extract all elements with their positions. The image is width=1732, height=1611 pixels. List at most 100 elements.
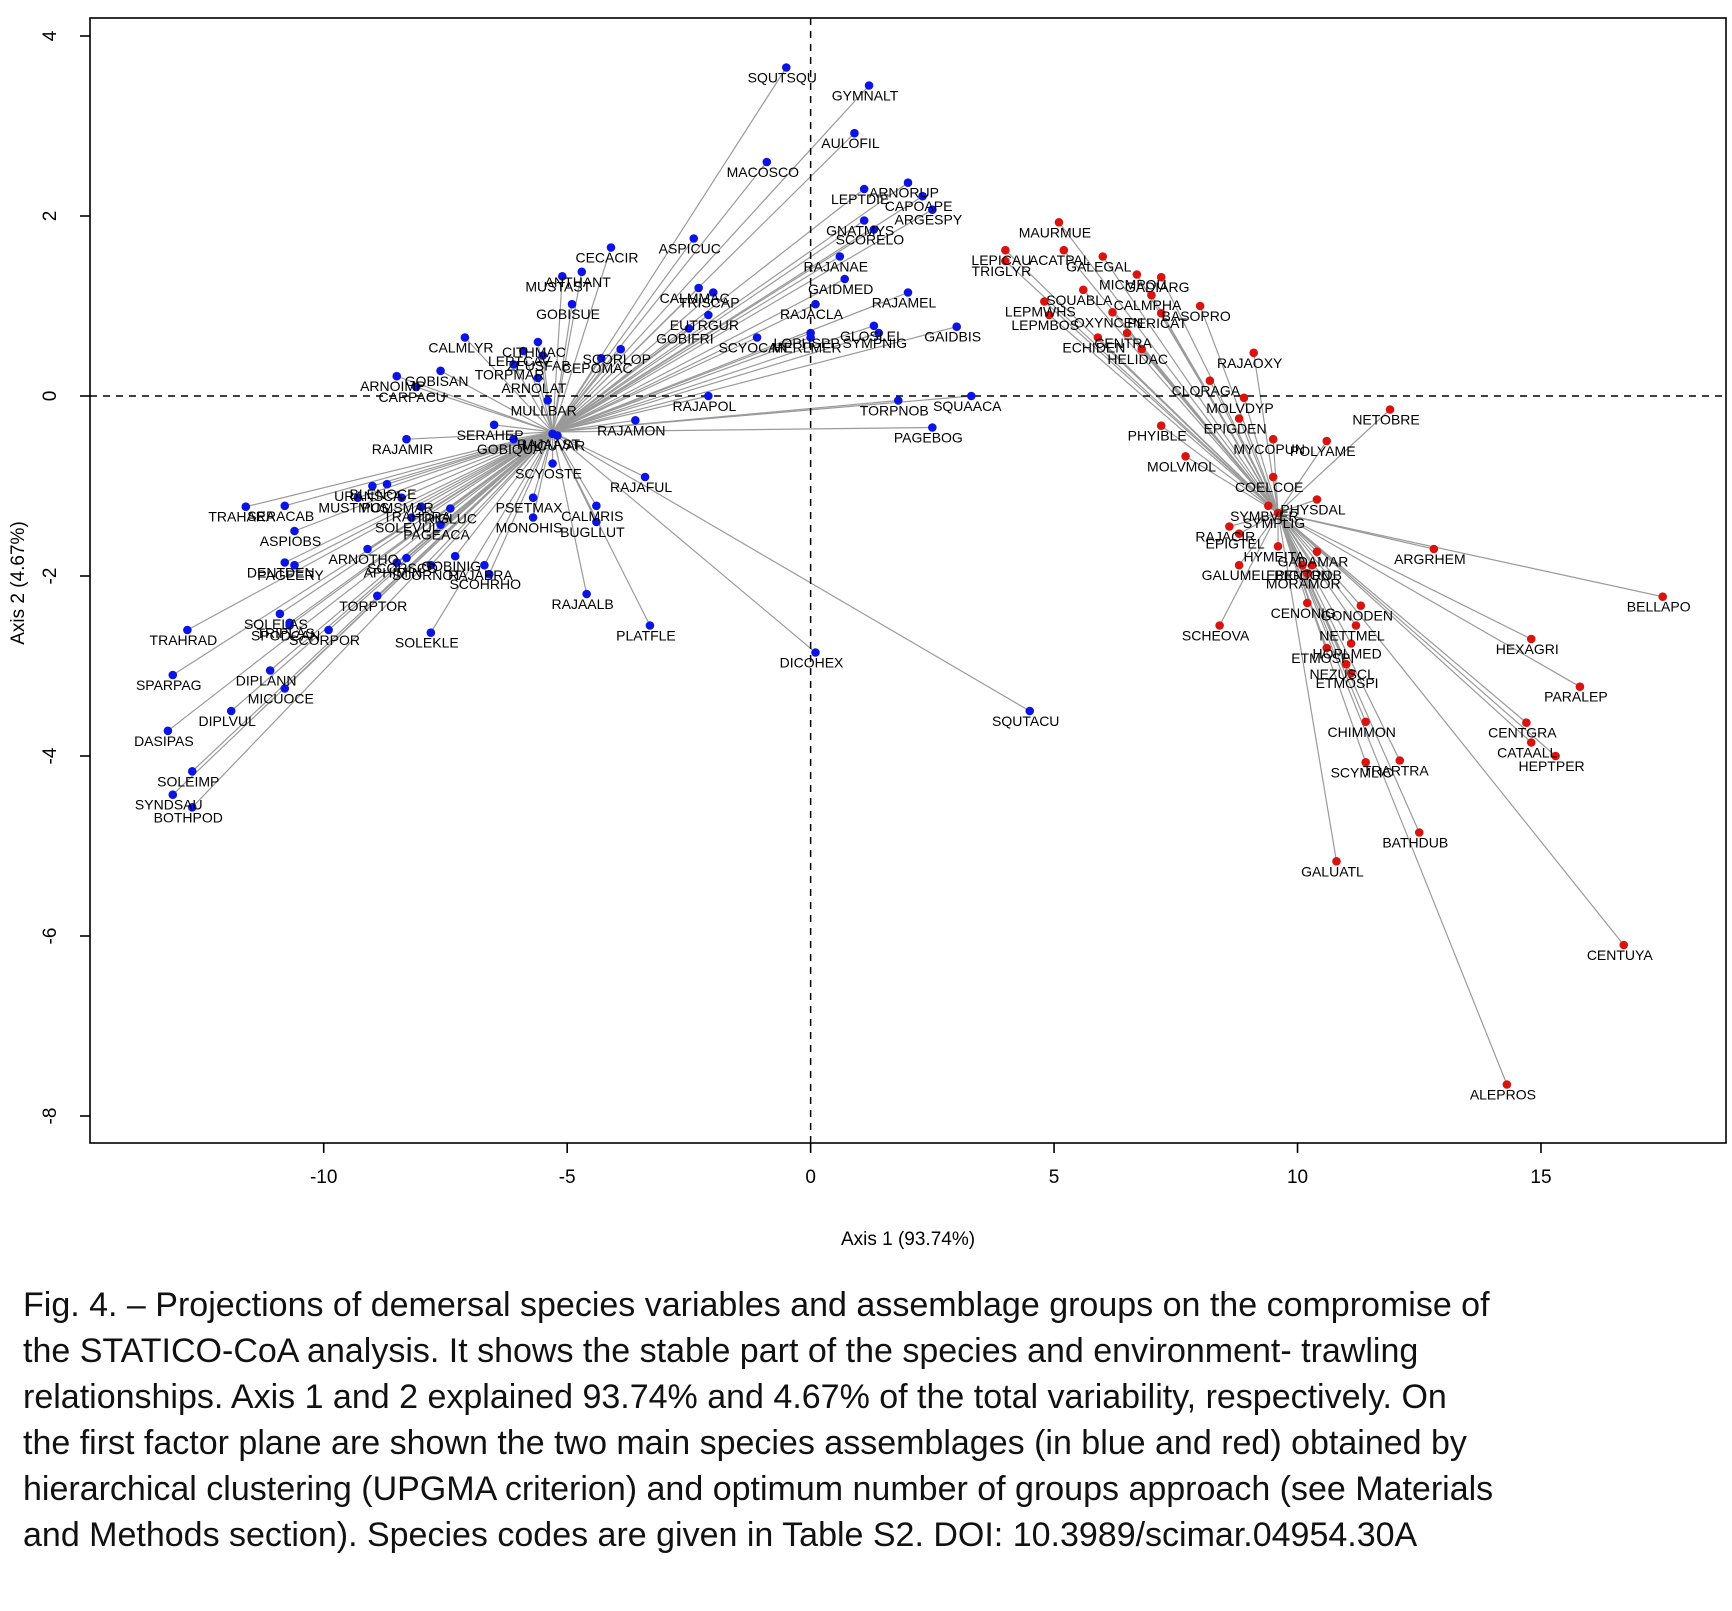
y-axis-title: Axis 2 (4.67%) bbox=[8, 521, 29, 645]
point-label-nettmel: NETTMEL bbox=[1319, 628, 1385, 644]
connector-line-leptcav bbox=[522, 350, 554, 433]
connector-line-argespy bbox=[552, 209, 933, 433]
point-label-cenonig: CENONIG bbox=[1271, 605, 1336, 621]
point-label-hexagri: HEXAGRI bbox=[1496, 641, 1559, 657]
x-tick-label: -5 bbox=[559, 1167, 576, 1188]
point-label-platfle: PLATFLE bbox=[616, 628, 676, 644]
point-diplvul bbox=[226, 706, 236, 716]
point-arnolat bbox=[533, 373, 543, 383]
point-argrhem bbox=[1429, 544, 1439, 554]
connector-line-pagebog bbox=[552, 426, 933, 433]
point-label-solevul: SOLEVUL bbox=[375, 520, 440, 536]
point-macosco bbox=[762, 157, 772, 167]
connector-line-gaidbis bbox=[552, 326, 957, 433]
x-tick-label: 10 bbox=[1287, 1167, 1308, 1188]
point-label-arnorup: ARNORUP bbox=[869, 185, 939, 201]
connector-lines bbox=[167, 67, 1663, 1085]
point-label-sympnig: SYMPNIG bbox=[842, 335, 907, 351]
connector-line-rajamir bbox=[406, 431, 553, 440]
connector-line-galegal bbox=[1102, 256, 1279, 514]
point-centuya bbox=[1619, 940, 1629, 950]
point-galumel bbox=[1234, 560, 1244, 570]
point-gobisan bbox=[436, 366, 445, 376]
point-mustmus bbox=[353, 493, 363, 503]
connector-line-gobinig bbox=[454, 431, 554, 557]
connector-line-trahara bbox=[245, 431, 553, 508]
point-rajacla bbox=[811, 299, 820, 309]
y-tick-label: 4 bbox=[40, 30, 61, 41]
point-rajaoxy bbox=[1249, 348, 1259, 358]
connector-line-rajapol bbox=[552, 395, 709, 433]
point-label-argrhem: ARGRHEM bbox=[1394, 551, 1466, 567]
point-lepmbos bbox=[1044, 310, 1054, 320]
point-squtacu bbox=[1025, 706, 1035, 716]
point-label-gadamar: GADAMAR bbox=[1278, 554, 1349, 570]
point-label-mycopun: MYCOPUN bbox=[1233, 441, 1305, 457]
connector-line-epigtel bbox=[1238, 512, 1279, 535]
point-label-epigtel: EPIGTEL bbox=[1206, 536, 1265, 552]
point-mycopun bbox=[1268, 434, 1278, 444]
y-tick-label: 0 bbox=[40, 391, 61, 402]
y-tick-label: -4 bbox=[40, 747, 61, 764]
connector-line-scyocan bbox=[552, 336, 758, 433]
point-label-dicohex: DICOHEX bbox=[780, 655, 844, 671]
point-label-bathdub: BATHDUB bbox=[1382, 835, 1448, 851]
point-hoplmed bbox=[1346, 639, 1356, 648]
point-label-scohrho: SCOHRHO bbox=[449, 576, 521, 592]
point-coelcoe bbox=[1268, 472, 1278, 482]
connector-line-hoplmed bbox=[1277, 512, 1352, 644]
point-label-echiden: ECHIDEN bbox=[1062, 340, 1125, 356]
point-label-rajaast: RAJAAST bbox=[517, 436, 580, 452]
connector-line-cepomac bbox=[552, 357, 602, 433]
point-squtsqu bbox=[781, 63, 791, 72]
point-label-eutrgur: EUTRGUR bbox=[670, 317, 739, 333]
point-label-scorpor: SCORPOR bbox=[289, 632, 360, 648]
point-pomsmar bbox=[397, 493, 406, 503]
connector-line-galumel bbox=[1238, 512, 1279, 566]
x-axis: -10 -5 0 5 10 15 bbox=[310, 1143, 1552, 1188]
point-label-calmpha: CALMPHA bbox=[1114, 297, 1182, 313]
reference-lines bbox=[90, 18, 1726, 1143]
point-gnatmys bbox=[859, 216, 869, 225]
x-tick-label: -10 bbox=[310, 1167, 337, 1188]
point-label-pericat: PERICAT bbox=[1127, 315, 1187, 331]
connector-line-rajacla bbox=[552, 303, 816, 433]
connector-line-carpacu bbox=[416, 386, 553, 433]
point-label-gobisan: GOBISAN bbox=[405, 373, 469, 389]
point-label-arnotho: ARNOTHO bbox=[329, 551, 399, 567]
point-label-trigluc: TRIGLUC bbox=[416, 511, 477, 527]
point-squabla bbox=[1078, 285, 1088, 295]
point-label-trahara: TRAHARA bbox=[208, 509, 276, 525]
connector-line-gonoden bbox=[1277, 512, 1362, 607]
connector-line-dentden bbox=[284, 431, 553, 564]
point-label-rajanae: RAJANAE bbox=[804, 259, 869, 275]
connector-line-gobisue bbox=[551, 304, 573, 433]
connector-line-helidac bbox=[1141, 348, 1279, 514]
point-galuatl bbox=[1332, 857, 1341, 866]
point-symplig bbox=[1273, 508, 1283, 518]
connector-line-maurmue bbox=[1058, 221, 1279, 514]
connector-line-calmris bbox=[552, 431, 597, 507]
y-axis: 4 2 0 -2 -4 -6 -8 bbox=[40, 30, 90, 1124]
connector-line-gadiarg bbox=[1160, 276, 1279, 514]
point-monohis bbox=[528, 513, 538, 522]
point-eutrgur bbox=[704, 310, 713, 320]
connector-line-dasipas bbox=[167, 431, 553, 732]
point-platfle bbox=[645, 621, 655, 630]
connector-line-squtsqu bbox=[552, 67, 787, 433]
point-label-etmospi: ETMOSPI bbox=[1291, 650, 1354, 666]
point-label-bentrob: BENTROB bbox=[1274, 567, 1342, 583]
point-label-lepmbos: LEPMBOS bbox=[1011, 317, 1079, 333]
connector-line-pomsmar bbox=[401, 431, 553, 499]
y-tick-label: -6 bbox=[40, 928, 61, 945]
connector-line-gymnalt bbox=[552, 85, 870, 433]
connector-line-alepros bbox=[1277, 512, 1508, 1085]
connector-line-psetmax bbox=[532, 431, 554, 498]
point-label-squtacu: SQUTACU bbox=[992, 713, 1059, 729]
point-scyocan bbox=[752, 333, 762, 342]
connector-line-gobisan bbox=[440, 370, 553, 433]
point-label-triplas: TRIPLAS bbox=[256, 625, 314, 641]
point-nettmel bbox=[1351, 621, 1361, 630]
point-label-leptdie: LEPTDIE bbox=[831, 191, 889, 207]
point-rajamon bbox=[631, 416, 640, 425]
